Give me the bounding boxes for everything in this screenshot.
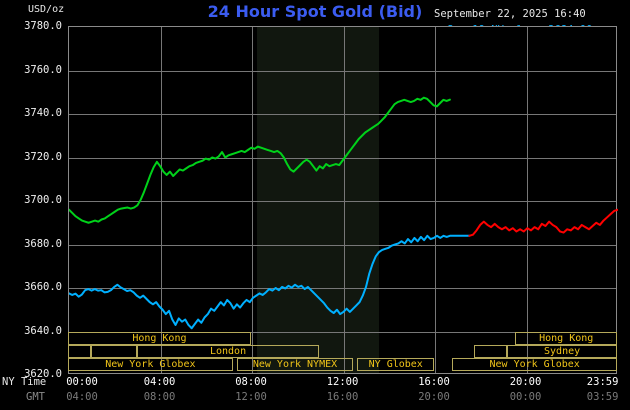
x-axis-tick-ny: 08:00 (235, 376, 267, 388)
price-line (69, 96, 451, 224)
session-bar: Sydney (507, 345, 617, 358)
chart-title: 24 Hour Spot Gold (Bid) (207, 2, 423, 21)
gridline-horizontal (69, 70, 616, 72)
x-axis-tick-ny: 04:00 (143, 376, 176, 388)
x-axis-tick-gmt: 20:00 (418, 391, 450, 403)
x-axis-tick-gmt: 08:00 (143, 391, 176, 403)
session-bar-segment (90, 345, 137, 358)
session-bar: New York Globex (68, 358, 233, 371)
session-bar: NY Globex (357, 358, 435, 371)
x-axis-tick-ny: 23:59 (586, 376, 619, 388)
y-axis-unit-label: USD/oz (28, 4, 65, 15)
gridline-vertical (526, 27, 528, 373)
gridline-horizontal (69, 288, 616, 289)
session-bar: Hong Kong (68, 332, 251, 345)
session-bar-segment (474, 345, 508, 358)
session-bars: Hong Kong London New York Globex New York N… (68, 330, 617, 372)
gridline-horizontal (69, 244, 616, 246)
price-curves (69, 96, 618, 330)
session-bar-segment (68, 345, 91, 358)
price-line (69, 234, 471, 330)
y-axis-tick-label: 3780.0 (24, 20, 62, 32)
ny-time-label: NY Time (2, 376, 47, 388)
x-axis-tick-ny: 20:00 (509, 376, 542, 388)
gridline-vertical (435, 27, 436, 373)
x-axis-tick-ny: 00:00 (66, 376, 98, 388)
price-line (468, 208, 618, 237)
gridline-horizontal (69, 201, 616, 202)
gridline-horizontal (69, 331, 616, 333)
timestamp-label: September 22, 2025 16:40 (434, 8, 586, 20)
session-bar: London (136, 345, 320, 358)
x-axis-tick-gmt: 16:00 (326, 391, 359, 403)
y-axis-tick-label: 3760.0 (24, 63, 62, 76)
gridline-vertical (343, 27, 345, 373)
y-axis-tick-label: 3640.0 (24, 324, 62, 337)
session-shading (257, 27, 379, 373)
x-axis: NY Time GMT 00:00 04:00 04:00 08:00 08:00 12:… (0, 374, 630, 410)
session-bar: New York Globex (452, 358, 617, 371)
session-bar: New York NYMEX (236, 358, 354, 371)
y-axis-tick-label: 3680.0 (24, 237, 62, 250)
y-axis-tick-label: 3720.0 (24, 150, 62, 163)
x-axis-tick-gmt: 03:59 (586, 391, 619, 403)
gridline-vertical (252, 27, 253, 373)
x-axis-tick-ny: 12:00 (326, 376, 359, 388)
session-bar: Hong Kong (515, 332, 617, 345)
x-axis-tick-gmt: 00:00 (509, 391, 542, 403)
gridline-horizontal (69, 157, 616, 159)
x-axis-tick-gmt: 12:00 (235, 391, 267, 403)
y-axis-tick-label: 3740.0 (24, 107, 62, 119)
y-axis-tick-label: 3700.0 (24, 194, 62, 206)
gmt-label: GMT (26, 391, 45, 403)
x-axis-tick-ny: 16:00 (418, 376, 450, 388)
gridline-vertical (160, 27, 162, 373)
x-axis-tick-gmt: 04:00 (66, 391, 98, 403)
plot-area (68, 26, 618, 374)
y-axis-tick-label: 3660.0 (24, 281, 62, 293)
gridline-horizontal (69, 114, 616, 115)
